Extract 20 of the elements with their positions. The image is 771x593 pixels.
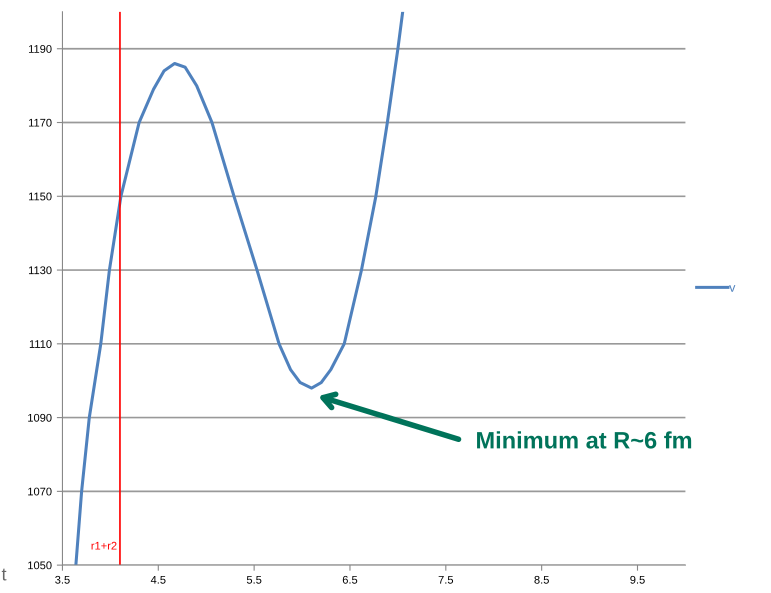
line-series xyxy=(74,12,404,566)
x-tick-label: 8.5 xyxy=(534,576,549,584)
annotation: Minimum at R~6 fm xyxy=(477,431,692,449)
x-tick-label: 7.5 xyxy=(438,576,454,584)
x-tick-label: 4.5 xyxy=(150,576,166,584)
y-tick-label: 1150 xyxy=(28,192,52,200)
x-tick-label: 3.5 xyxy=(55,576,70,584)
x-tick-label: 5.5 xyxy=(246,576,262,584)
y-tick-label: 1130 xyxy=(28,266,52,274)
legend-label: v xyxy=(729,285,736,292)
y-tick-label: 1050 xyxy=(28,561,52,570)
y-tick-label: 1190 xyxy=(28,45,52,53)
y-tick-label: 1110 xyxy=(30,340,52,348)
ref-line-label: r1+r2 xyxy=(92,542,117,550)
text: t xyxy=(2,568,6,580)
x-tick-label: 9.5 xyxy=(630,576,645,584)
y-tick-label: 1070 xyxy=(28,488,52,496)
y-tick-label: 1170 xyxy=(28,118,52,127)
x-tick-label: 6.5 xyxy=(342,576,358,584)
y-tick-label: 1090 xyxy=(28,414,52,422)
